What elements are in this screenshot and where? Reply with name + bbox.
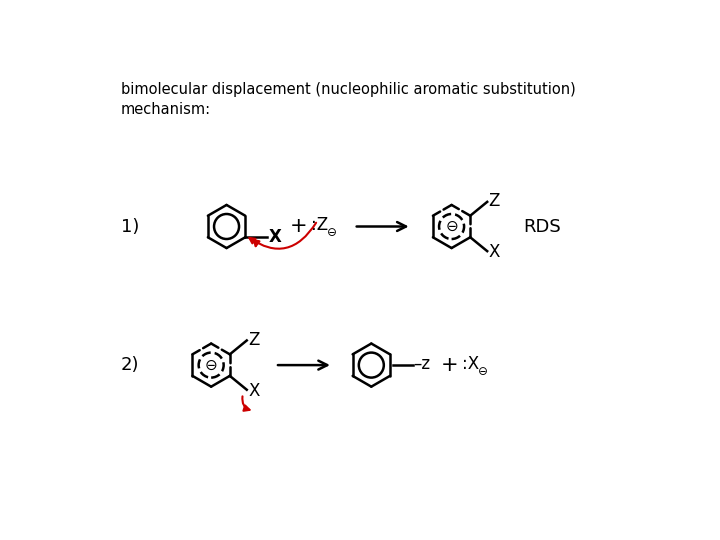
Text: RDS: RDS bbox=[523, 218, 561, 235]
Text: 1): 1) bbox=[121, 218, 140, 235]
Text: ⊖: ⊖ bbox=[204, 357, 217, 373]
Text: 2): 2) bbox=[121, 356, 140, 374]
Text: Z: Z bbox=[248, 330, 260, 349]
Text: –z: –z bbox=[414, 355, 431, 373]
Text: mechanism:: mechanism: bbox=[121, 102, 211, 117]
Text: X: X bbox=[269, 228, 282, 246]
Text: ⊖: ⊖ bbox=[327, 226, 337, 239]
FancyArrowPatch shape bbox=[251, 240, 259, 246]
FancyArrowPatch shape bbox=[243, 396, 250, 411]
Text: ⊖: ⊖ bbox=[477, 364, 487, 378]
Text: :Z: :Z bbox=[312, 216, 328, 234]
Text: X: X bbox=[248, 381, 260, 400]
Text: Z: Z bbox=[489, 192, 500, 210]
Text: :X: :X bbox=[462, 355, 480, 373]
Text: X: X bbox=[489, 243, 500, 261]
Text: ⊖: ⊖ bbox=[445, 219, 458, 234]
FancyArrowPatch shape bbox=[249, 222, 316, 249]
Text: +: + bbox=[441, 355, 458, 375]
Text: +: + bbox=[290, 217, 307, 237]
Text: bimolecular displacement (nucleophilic aromatic substitution): bimolecular displacement (nucleophilic a… bbox=[121, 82, 576, 97]
